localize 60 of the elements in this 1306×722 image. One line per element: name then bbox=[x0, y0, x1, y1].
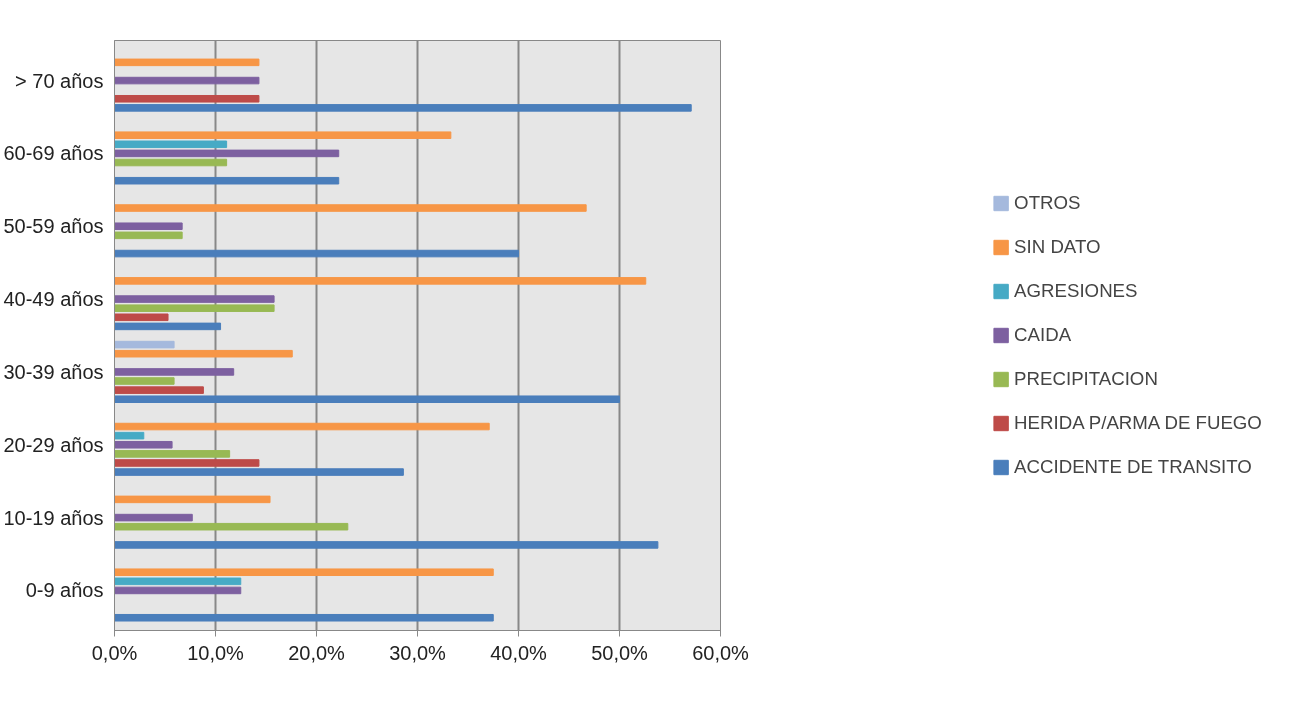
bar bbox=[114, 231, 183, 240]
bar bbox=[114, 368, 235, 376]
legend-label: OTROS bbox=[1014, 192, 1081, 214]
bar bbox=[114, 431, 145, 440]
x-tick-label: 30,0% bbox=[389, 641, 447, 664]
bar bbox=[114, 104, 692, 112]
bar bbox=[114, 522, 349, 531]
bar bbox=[114, 340, 175, 349]
y-tick-label: 60-69 años bbox=[3, 142, 104, 165]
bar bbox=[114, 322, 222, 331]
legend-label: HERIDA P/ARMA DE FUEGO bbox=[1014, 412, 1262, 434]
bar bbox=[114, 395, 620, 404]
y-tick-label: 0-9 años bbox=[25, 579, 104, 602]
bar bbox=[114, 295, 275, 303]
bar bbox=[114, 541, 659, 549]
bar bbox=[114, 422, 490, 431]
bar bbox=[114, 222, 183, 231]
y-tick-label: 30-39 años bbox=[3, 360, 104, 383]
bar bbox=[114, 377, 175, 385]
y-tick-label: 50-59 años bbox=[3, 215, 104, 238]
bar bbox=[114, 204, 587, 212]
bar bbox=[114, 277, 647, 285]
y-tick-label: 20-29 años bbox=[3, 433, 104, 456]
bar bbox=[114, 495, 271, 504]
bar bbox=[114, 586, 242, 595]
bar bbox=[114, 313, 169, 322]
bar bbox=[114, 577, 242, 586]
bar bbox=[114, 450, 231, 458]
bar bbox=[114, 58, 260, 67]
legend-label: SIN DATO bbox=[1014, 236, 1101, 258]
bar bbox=[114, 304, 275, 312]
x-tick-label: 60,0% bbox=[692, 641, 750, 664]
y-tick-label: 10-19 años bbox=[3, 506, 104, 529]
x-tick-label: 40,0% bbox=[490, 641, 548, 664]
bar bbox=[114, 249, 519, 258]
bar bbox=[114, 513, 193, 522]
legend-label: ACCIDENTE DE TRANSITO bbox=[1014, 456, 1252, 478]
legend-label: PRECIPITACION bbox=[1014, 368, 1158, 390]
bar bbox=[114, 568, 494, 577]
x-tick-label: 0,0% bbox=[91, 641, 138, 664]
bar bbox=[114, 349, 293, 358]
legend-label: CAIDA bbox=[1014, 324, 1072, 346]
bar bbox=[114, 386, 204, 394]
y-tick-label: > 70 años bbox=[15, 69, 104, 92]
bar bbox=[114, 613, 494, 622]
bar bbox=[114, 158, 228, 167]
bar bbox=[114, 76, 260, 85]
y-tick-label: 40-49 años bbox=[3, 288, 104, 311]
bar bbox=[114, 149, 340, 158]
x-tick-label: 20,0% bbox=[288, 641, 346, 664]
bar bbox=[114, 440, 173, 449]
bar bbox=[114, 468, 404, 476]
bar bbox=[114, 176, 340, 185]
bar bbox=[114, 94, 260, 103]
bar bbox=[114, 459, 260, 467]
bar bbox=[114, 131, 452, 139]
x-tick-label: 10,0% bbox=[187, 641, 245, 664]
bar bbox=[114, 140, 228, 149]
x-tick-label: 50,0% bbox=[591, 641, 649, 664]
legend-label: AGRESIONES bbox=[1014, 280, 1138, 302]
